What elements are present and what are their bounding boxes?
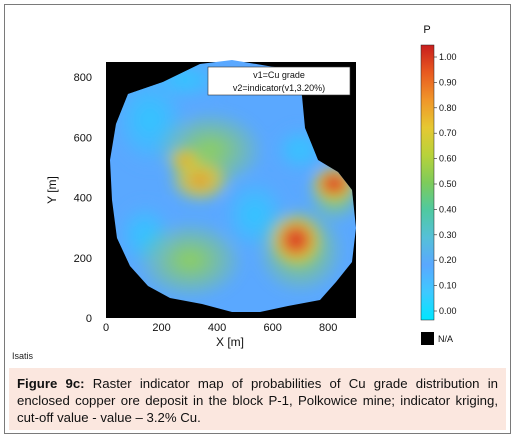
y-tick-label: 400 xyxy=(74,193,92,205)
y-axis-label: Y [m] xyxy=(45,176,59,204)
na-label: N/A xyxy=(438,334,453,344)
colorbar-tick-label: 0.30 xyxy=(439,230,457,240)
x-axis-label: X [m] xyxy=(216,335,244,349)
colorbar-tick-label: 0.10 xyxy=(439,281,457,291)
colorbar-ticks: 0.00 0.10 0.20 0.30 0.40 0.50 0.60 0.70 0.80 0.90… xyxy=(434,52,457,316)
software-tag: Isatis xyxy=(12,351,34,361)
annotation-line-1: v1=Cu grade xyxy=(253,70,305,80)
x-tick-label: 600 xyxy=(263,322,281,334)
y-tick-label: 0 xyxy=(86,313,92,325)
colorbar-tick-label: 0.60 xyxy=(439,154,457,164)
colorbar-tick-label: 0.80 xyxy=(439,103,457,113)
colorbar-tick-label: 0.90 xyxy=(439,77,457,87)
caption-text: Raster indicator map of probabilities of… xyxy=(17,376,498,425)
colorbar-gradient xyxy=(420,44,435,321)
colorbar-tick-label: 0.70 xyxy=(439,128,457,138)
colorbar-tick-label: 1.00 xyxy=(439,52,457,62)
y-tick-label: 200 xyxy=(74,253,92,265)
y-tick-label: 800 xyxy=(74,72,92,84)
x-tick-label: 400 xyxy=(208,322,226,334)
x-axis-ticks: 0 200 400 600 800 xyxy=(103,322,337,334)
colorbar: P 0.000.100.200.300.400.500.600.700.800.… xyxy=(420,24,457,345)
colorbar-tick-label: 0.50 xyxy=(439,179,457,189)
x-tick-label: 800 xyxy=(319,322,337,334)
colorbar-title: P xyxy=(423,24,430,36)
annotation-line-2: v2=indicator(v1,3.20%) xyxy=(233,83,325,93)
caption-label: Figure 9c: xyxy=(17,376,85,391)
na-swatch xyxy=(421,332,434,345)
figure-caption: Figure 9c: Raster indicator map of proba… xyxy=(9,368,506,430)
annotation-box: v1=Cu grade v2=indicator(v1,3.20%) xyxy=(207,66,351,96)
y-tick-label: 600 xyxy=(74,132,92,144)
colorbar-tick-label: 0.20 xyxy=(439,255,457,265)
x-tick-label: 0 xyxy=(103,322,109,334)
x-tick-label: 200 xyxy=(152,322,170,334)
y-axis-ticks: 0 200 400 600 800 xyxy=(74,72,92,325)
colorbar-tick-label: 0.40 xyxy=(439,204,457,214)
colorbar-tick-label: 0.00 xyxy=(439,306,457,316)
